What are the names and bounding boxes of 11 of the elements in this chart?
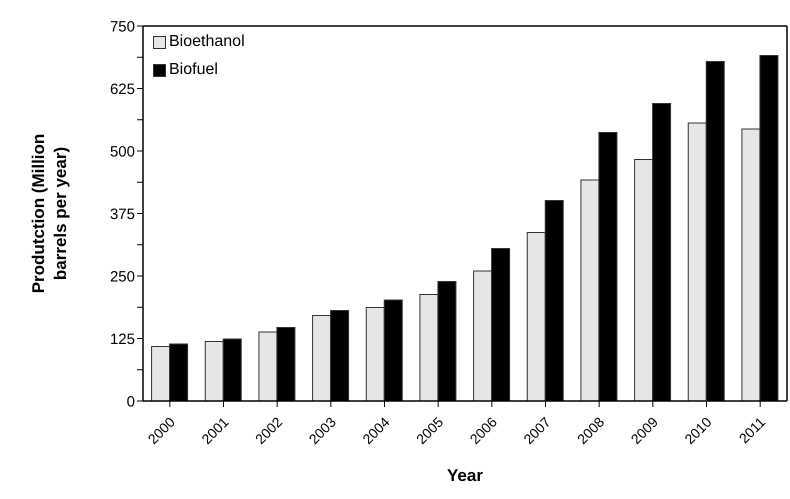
legend-label: Bioethanol [169, 32, 245, 52]
y-tick-label: 250 [110, 268, 135, 286]
y-tick-label: 125 [110, 330, 135, 348]
y-tick-label: 750 [110, 18, 135, 36]
y-tick-label: 375 [110, 206, 135, 223]
y-tick-label: 625 [110, 80, 135, 98]
legend-label: Biofuel [169, 60, 218, 80]
y-tick-label: 0 [126, 393, 135, 410]
y-tick-label: 500 [110, 143, 135, 160]
y-axis-title: Produtction (Million barrels per year) [29, 134, 70, 294]
x-axis-title: Year [447, 466, 484, 485]
